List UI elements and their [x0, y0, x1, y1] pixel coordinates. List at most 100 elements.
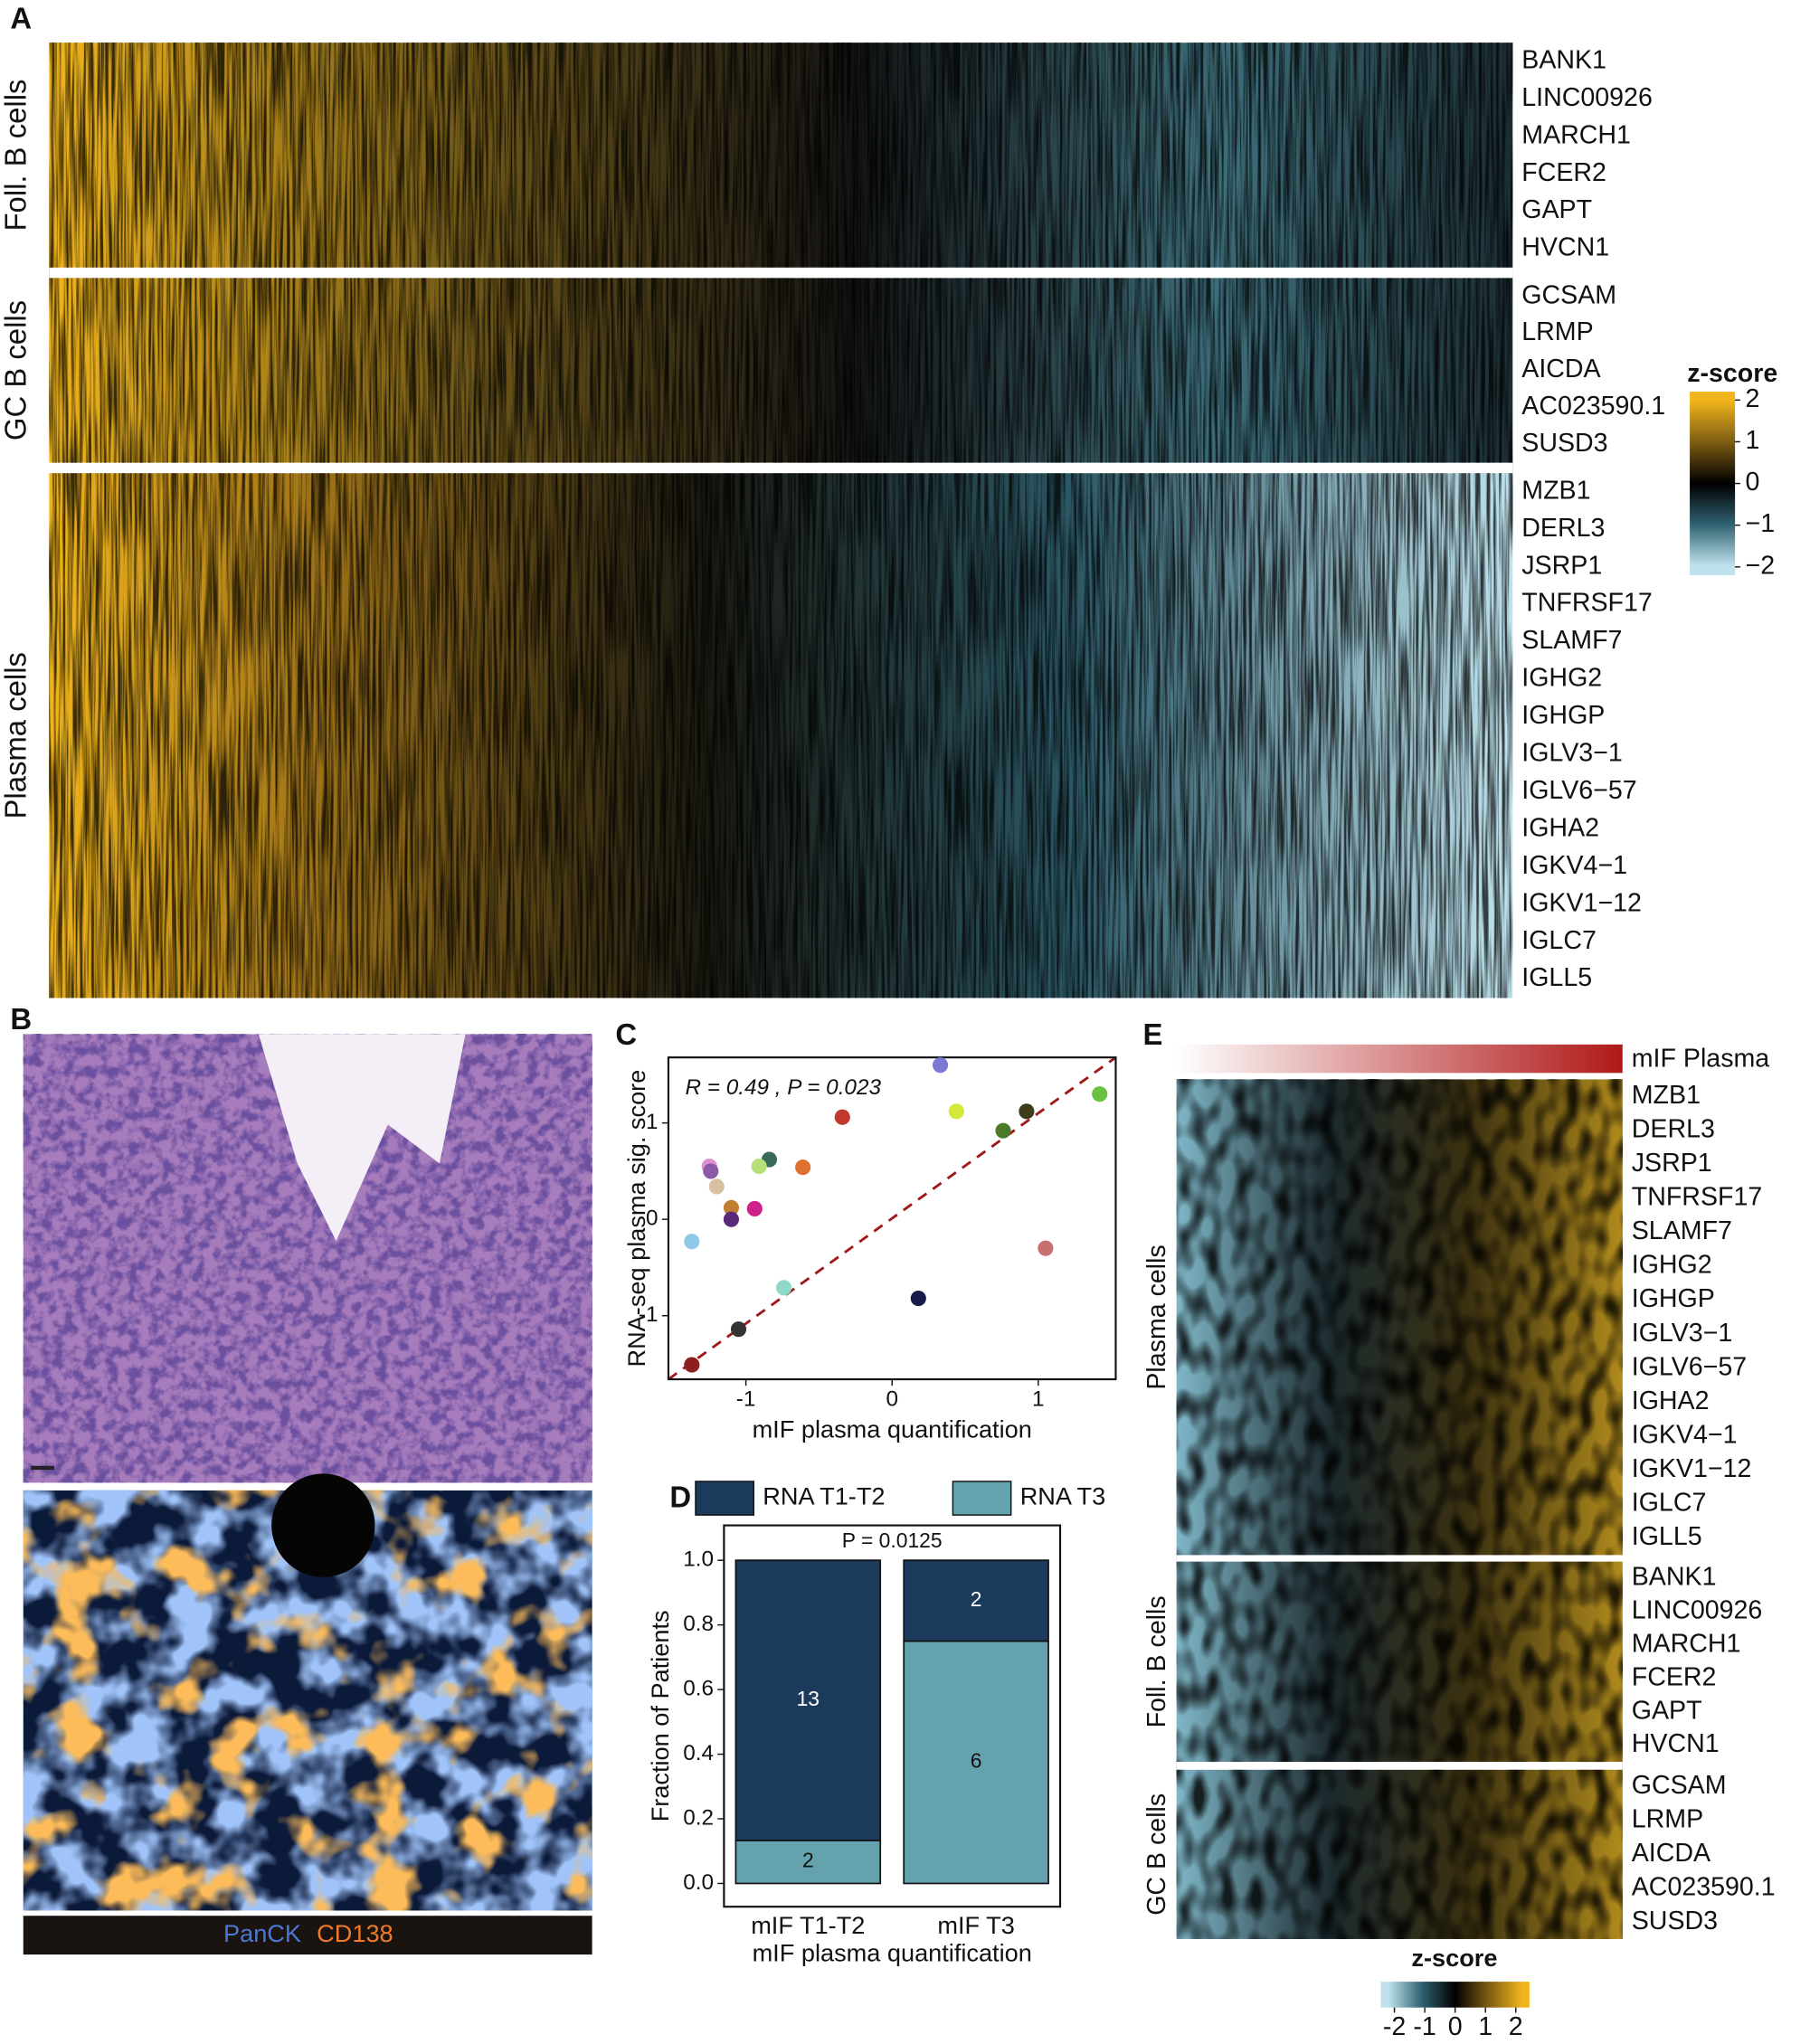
gene-label: IGHGP — [1632, 1284, 1715, 1313]
colorbar-tick-label: 1 — [1478, 2012, 1493, 2041]
point — [776, 1280, 792, 1296]
heatmap-a — [49, 43, 1513, 998]
gene-label: GCSAM — [1632, 1771, 1727, 1800]
legend-swatch — [695, 1481, 754, 1516]
x-axis-label: mIF plasma quantification — [753, 1938, 1032, 1966]
gene-label: IGHG2 — [1521, 664, 1602, 693]
point — [910, 1290, 926, 1307]
point — [1038, 1240, 1054, 1256]
colorbar — [1380, 1982, 1530, 2008]
point — [723, 1199, 740, 1216]
annotation-bar — [1176, 1044, 1623, 1074]
x-tick-label: 0 — [886, 1386, 898, 1411]
gene-label: AICDA — [1521, 355, 1600, 383]
count-label: 2 — [802, 1849, 814, 1872]
separator — [49, 462, 1513, 474]
colorbar-tick-label: -1 — [1413, 2012, 1436, 2041]
gene-label: IGKV4−1 — [1521, 851, 1627, 880]
legend-label: PanCK — [223, 1919, 301, 1947]
gene-label: IGLV3−1 — [1521, 739, 1622, 768]
y-tick-label: 0.8 — [683, 1612, 714, 1636]
x-tick-label: mIF T3 — [937, 1911, 1014, 1939]
gene-label: BANK1 — [1521, 45, 1606, 74]
gene-label: TNFRSF17 — [1632, 1183, 1763, 1212]
gene-label: DERL3 — [1632, 1114, 1715, 1143]
group-label: Foll. B cells — [1142, 1595, 1171, 1727]
gene-label: IGLV6−57 — [1632, 1352, 1747, 1381]
bar-segment — [903, 1640, 1049, 1885]
y-tick-label: -1 — [639, 1302, 659, 1327]
point — [746, 1200, 763, 1217]
group-label: Foll. B cells — [0, 80, 33, 232]
point — [795, 1159, 811, 1176]
if-lumen — [271, 1473, 375, 1577]
gene-label: JSRP1 — [1521, 551, 1602, 580]
gene-label: HVCN1 — [1521, 233, 1609, 262]
legend-swatch — [952, 1481, 1012, 1516]
y-axis-label: RNA-seq plasma sig. score — [622, 1070, 650, 1367]
colorbar-tick-label: 0 — [1448, 2012, 1463, 2041]
panel-label: E — [1142, 1017, 1162, 1051]
y-tick-label: 0.6 — [683, 1677, 714, 1701]
point — [730, 1321, 747, 1338]
gene-label: TNFRSF17 — [1521, 589, 1653, 618]
panel-label: B — [10, 1002, 32, 1036]
gene-label: FCER2 — [1521, 158, 1606, 187]
colorbar-title: z-score — [1687, 359, 1777, 388]
gene-label: MARCH1 — [1521, 120, 1631, 149]
gene-label: SUSD3 — [1521, 429, 1607, 458]
gene-label: IGLL5 — [1521, 963, 1592, 992]
annotation-label: mIF Plasma — [1632, 1045, 1770, 1074]
y-tick-label: 0.0 — [683, 1870, 714, 1895]
gene-label: IGKV1−12 — [1632, 1454, 1752, 1483]
annotation: R = 0.49 , P = 0.023 — [686, 1075, 882, 1100]
gene-label: MZB1 — [1521, 476, 1590, 505]
y-tick-label: 0.2 — [683, 1805, 714, 1830]
gene-label: AICDA — [1632, 1839, 1710, 1868]
gene-label: IGLL5 — [1632, 1522, 1702, 1551]
gene-label: DERL3 — [1521, 514, 1605, 543]
gene-label: SLAMF7 — [1632, 1216, 1732, 1245]
y-tick-label: 1.0 — [683, 1547, 714, 1572]
x-tick-label: mIF T1-T2 — [751, 1911, 865, 1939]
y-axis-label: Fraction of Patients — [646, 1610, 674, 1822]
separator — [1176, 1555, 1623, 1562]
legend-label: CD138 — [317, 1919, 393, 1947]
gene-label: IGLC7 — [1521, 926, 1597, 955]
separator — [49, 267, 1513, 279]
gene-label: MZB1 — [1632, 1081, 1701, 1110]
x-tick-label: 1 — [1032, 1386, 1045, 1411]
gene-label: HVCN1 — [1632, 1729, 1720, 1758]
heatmap-texture — [49, 43, 1513, 998]
point — [684, 1357, 700, 1373]
y-tick-label: 1 — [646, 1110, 659, 1134]
colorbar-tick-label: 0 — [1746, 468, 1760, 497]
gene-label: GCSAM — [1521, 280, 1616, 309]
gene-label: IGKV4−1 — [1632, 1420, 1738, 1449]
point — [834, 1109, 850, 1125]
gene-label: IGLV6−57 — [1521, 776, 1636, 805]
colorbar — [1690, 392, 1736, 576]
gene-label: IGKV1−12 — [1521, 888, 1642, 917]
point — [708, 1178, 725, 1195]
point — [684, 1234, 700, 1250]
legend-label: RNA T3 — [1020, 1482, 1106, 1510]
gene-label: SLAMF7 — [1521, 626, 1622, 655]
point — [1019, 1103, 1035, 1120]
gene-label: AC023590.1 — [1521, 392, 1665, 421]
x-tick-label: -1 — [736, 1386, 756, 1411]
colorbar-tick-label: 2 — [1509, 2012, 1523, 2041]
legend-bar — [23, 1916, 592, 1955]
gene-label: LRMP — [1521, 317, 1593, 346]
gene-label: SUSD3 — [1632, 1907, 1718, 1935]
y-tick-label: 0.4 — [683, 1741, 714, 1765]
gene-label: BANK1 — [1632, 1563, 1717, 1592]
point — [995, 1122, 1011, 1139]
colorbar-tick-label: 2 — [1746, 384, 1760, 413]
count-label: 13 — [797, 1687, 820, 1710]
gene-label: IGLV3−1 — [1632, 1319, 1732, 1348]
gene-label: FCER2 — [1632, 1662, 1717, 1691]
group-label: GC B cells — [1142, 1793, 1171, 1916]
gene-label: LINC00926 — [1632, 1596, 1763, 1625]
